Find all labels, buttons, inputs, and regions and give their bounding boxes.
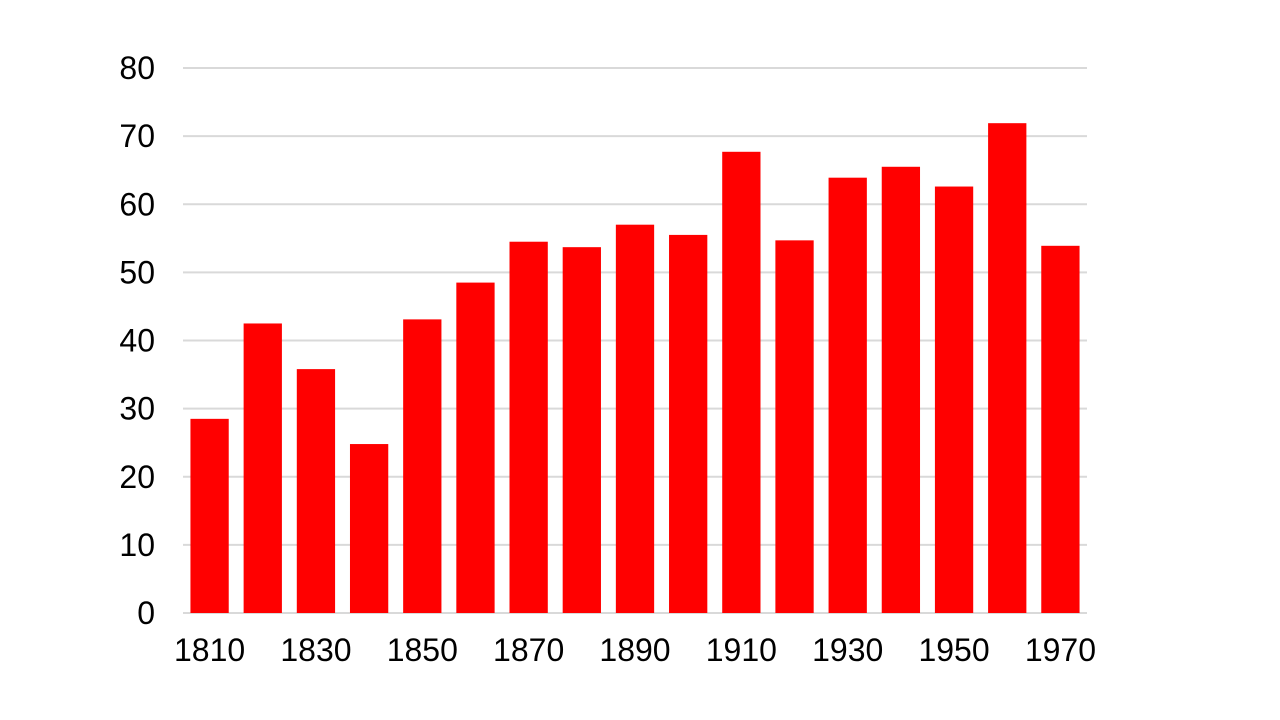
x-tick-label: 1950 <box>918 632 989 668</box>
bar-1940 <box>881 166 921 613</box>
y-tick-label: 70 <box>119 118 155 154</box>
bars <box>190 123 1080 614</box>
x-axis-tick-labels: 1810 1830 1850 1870 1890 1910 1930 1950 1970 <box>174 632 1096 668</box>
x-tick-label: 1890 <box>599 632 670 668</box>
y-tick-label: 30 <box>119 391 155 427</box>
bar-1950 <box>934 186 974 613</box>
bar-1930 <box>828 177 867 613</box>
bar-1810 <box>190 418 229 613</box>
bar-1920 <box>775 240 814 613</box>
y-tick-label: 20 <box>119 459 155 495</box>
y-tick-label: 60 <box>119 186 155 222</box>
x-tick-label: 1870 <box>493 632 564 668</box>
bar-1830 <box>296 369 336 613</box>
x-tick-label: 1910 <box>706 632 777 668</box>
y-axis-tick-labels: 0 10 20 30 40 50 60 70 80 <box>119 50 155 631</box>
x-tick-label: 1810 <box>174 632 245 668</box>
bar-1820 <box>243 323 282 613</box>
bar-1860 <box>456 282 495 613</box>
y-tick-label: 40 <box>119 323 155 359</box>
bar-1850 <box>403 319 442 613</box>
x-tick-label: 1830 <box>280 632 351 668</box>
bar-1880 <box>562 247 601 613</box>
y-tick-label: 80 <box>119 50 155 86</box>
x-tick-label: 1970 <box>1025 632 1096 668</box>
x-tick-label: 1930 <box>812 632 883 668</box>
bar-1910 <box>722 151 761 613</box>
bar-1890 <box>615 224 655 613</box>
bar-1970 <box>1041 245 1080 613</box>
bar-1900 <box>669 234 708 613</box>
bar-1870 <box>509 241 548 613</box>
y-tick-label: 50 <box>119 254 155 290</box>
x-tick-label: 1850 <box>387 632 458 668</box>
y-tick-label: 0 <box>137 595 155 631</box>
bar-1960 <box>988 123 1027 614</box>
bar-1840 <box>349 444 389 613</box>
y-tick-label: 10 <box>119 527 155 563</box>
